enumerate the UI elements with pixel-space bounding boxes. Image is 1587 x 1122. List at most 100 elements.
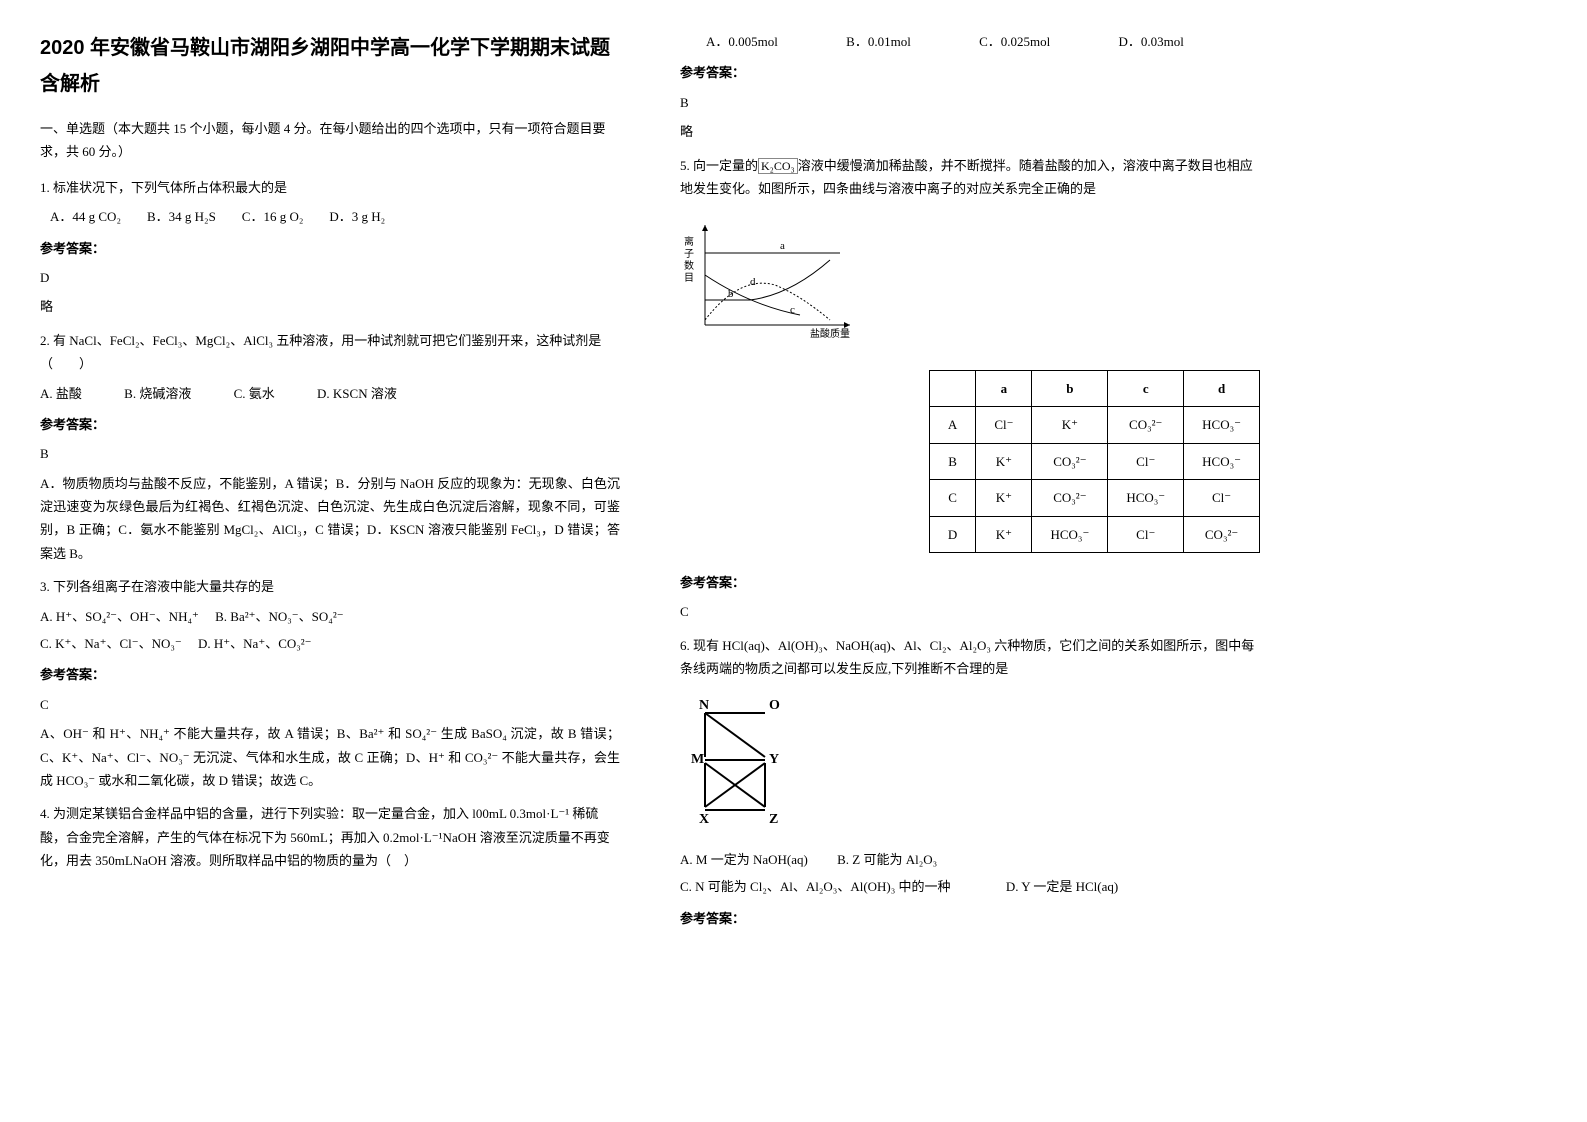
q5-formula: K₂CO₃ <box>758 158 798 174</box>
q5-figure-row: a b d c 离 子 数 目 盐酸质量 <box>680 207 1260 360</box>
svg-text:数: 数 <box>684 259 694 272</box>
q4-answer: B <box>680 91 1260 114</box>
right-column: A．0.005mol B．0.01mol C．0.025mol D．0.03mo… <box>680 20 1260 940</box>
q6-optC: C. N 可能为 Cl₂、Al、Al₂O₃、Al(OH)₃ 中的一种 <box>680 879 951 894</box>
svg-text:目: 目 <box>684 273 694 284</box>
cell: C <box>929 480 975 516</box>
cell: Cl⁻ <box>1108 516 1184 552</box>
q6-diagram: N O M Y X Z <box>680 690 1260 837</box>
q3-options-row2: C. K⁺、Na⁺、Cl⁻、NO₃⁻ D. H⁺、Na⁺、CO₃²⁻ <box>40 632 620 655</box>
q2-optC: C. 氨水 <box>234 386 275 401</box>
cell: CO₃²⁻ <box>1108 407 1184 443</box>
q2-optA: A. 盐酸 <box>40 386 82 401</box>
answer-label: 参考答案： <box>40 663 620 686</box>
q2-optB: B. 烧碱溶液 <box>124 386 191 401</box>
q4-optC: C．0.025mol <box>979 34 1050 49</box>
q1-answer: D <box>40 266 620 289</box>
section-header: 一、单选题（本大题共 15 个小题，每小题 4 分。在每小题给出的四个选项中，只… <box>40 117 620 164</box>
q3-options-row1: A. H⁺、SO₄²⁻、OH⁻、NH₄⁺ B. Ba²⁺、NO₃⁻、SO₄²⁻ <box>40 605 620 628</box>
question-4: 4. 为测定某镁铝合金样品中铝的含量，进行下列实验：取一定量合金，加入 l00m… <box>40 802 620 872</box>
node-Y: Y <box>769 752 779 767</box>
q5-graph: a b d c 离 子 数 目 盐酸质量 <box>680 215 860 352</box>
cell: K⁺ <box>976 516 1032 552</box>
table-header-row: a b c d <box>929 370 1259 406</box>
node-X: X <box>699 812 709 825</box>
node-N: N <box>699 698 709 713</box>
q2-stem: 2. 有 NaCl、FeCl₂、FeCl₃、MgCl₂、AlCl₃ 五种溶液，用… <box>40 329 620 376</box>
cell: K⁺ <box>976 480 1032 516</box>
question-2: 2. 有 NaCl、FeCl₂、FeCl₃、MgCl₂、AlCl₃ 五种溶液，用… <box>40 329 620 566</box>
answer-label: 参考答案： <box>680 571 1260 594</box>
th-a: a <box>976 370 1032 406</box>
cell: HCO₃⁻ <box>1184 407 1260 443</box>
cell: A <box>929 407 975 443</box>
left-column: 2020 年安徽省马鞍山市湖阳乡湖阳中学高一化学下学期期末试题含解析 一、单选题… <box>40 20 620 940</box>
cell: HCO₃⁻ <box>1108 480 1184 516</box>
q1-stem: 1. 标准状况下，下列气体所占体积最大的是 <box>40 176 620 199</box>
cell: Cl⁻ <box>1184 480 1260 516</box>
curve-graph-svg: a b d c 离 子 数 目 盐酸质量 <box>680 215 860 345</box>
q4-optD: D．0.03mol <box>1119 34 1184 49</box>
q5-table: a b c d A Cl⁻ K⁺ CO₃²⁻ HCO₃⁻ B K⁺ CO₃²⁻ … <box>929 370 1260 553</box>
cell: HCO₃⁻ <box>1032 516 1108 552</box>
th-blank <box>929 370 975 406</box>
q4-explain: 略 <box>680 120 1260 143</box>
q3-answer: C <box>40 693 620 716</box>
q6-options-row2: C. N 可能为 Cl₂、Al、Al₂O₃、Al(OH)₃ 中的一种 D. Y … <box>680 875 1260 898</box>
cell: HCO₃⁻ <box>1184 443 1260 479</box>
table-row: B K⁺ CO₃²⁻ Cl⁻ HCO₃⁻ <box>929 443 1259 479</box>
cell: K⁺ <box>1032 407 1108 443</box>
q2-options-line: A. 盐酸 B. 烧碱溶液 C. 氨水 D. KSCN 溶液 <box>40 382 620 405</box>
table-row: A Cl⁻ K⁺ CO₃²⁻ HCO₃⁻ <box>929 407 1259 443</box>
cell: Cl⁻ <box>1108 443 1184 479</box>
q6-optA: A. M 一定为 NaOH(aq) <box>680 852 808 867</box>
page-container: 2020 年安徽省马鞍山市湖阳乡湖阳中学高一化学下学期期末试题含解析 一、单选题… <box>40 20 1547 940</box>
q2-answer: B <box>40 442 620 465</box>
x-axis-label: 盐酸质量 <box>810 327 850 340</box>
curve-a-label: a <box>780 240 785 252</box>
network-diagram-svg: N O M Y X Z <box>685 695 805 825</box>
th-c: c <box>1108 370 1184 406</box>
q2-optD: D. KSCN 溶液 <box>317 386 397 401</box>
cell: Cl⁻ <box>976 407 1032 443</box>
node-O: O <box>769 698 780 713</box>
q3-stem: 3. 下列各组离子在溶液中能大量共存的是 <box>40 575 620 598</box>
curve-d-label: d <box>750 276 756 288</box>
question-1: 1. 标准状况下，下列气体所占体积最大的是 A．44 g CO₂ B．34 g … <box>40 176 620 319</box>
q3-optB: B. Ba²⁺、NO₃⁻、SO₄²⁻ <box>215 609 343 624</box>
question-3: 3. 下列各组离子在溶液中能大量共存的是 A. H⁺、SO₄²⁻、OH⁻、NH₄… <box>40 575 620 792</box>
question-5: 5. 向一定量的K₂CO₃溶液中缓慢滴加稀盐酸，并不断搅拌。随着盐酸的加入，溶液… <box>680 154 1260 624</box>
answer-label: 参考答案： <box>40 237 620 260</box>
q4-optB: B．0.01mol <box>846 34 911 49</box>
q3-optD: D. H⁺、Na⁺、CO₃²⁻ <box>198 636 312 651</box>
q5-stem: 5. 向一定量的K₂CO₃溶液中缓慢滴加稀盐酸，并不断搅拌。随着盐酸的加入，溶液… <box>680 154 1260 201</box>
cell: B <box>929 443 975 479</box>
th-d: d <box>1184 370 1260 406</box>
node-M: M <box>691 752 704 767</box>
q3-optC: C. K⁺、Na⁺、Cl⁻、NO₃⁻ <box>40 636 182 651</box>
answer-label: 参考答案： <box>680 907 1260 930</box>
y-axis-label: 离 <box>684 235 694 248</box>
th-b: b <box>1032 370 1108 406</box>
q4-optA: A．0.005mol <box>706 34 778 49</box>
q1-explain: 略 <box>40 295 620 318</box>
q2-explain: A．物质物质均与盐酸不反应，不能鉴别，A 错误；B．分别与 NaOH 反应的现象… <box>40 472 620 566</box>
q4-options: A．0.005mol B．0.01mol C．0.025mol D．0.03mo… <box>680 30 1260 53</box>
cell: CO₃²⁻ <box>1184 516 1260 552</box>
q6-optD: D. Y 一定是 HCl(aq) <box>1006 879 1118 894</box>
q6-stem: 6. 现有 HCl(aq)、Al(OH)₃、NaOH(aq)、Al、Cl₂、Al… <box>680 634 1260 681</box>
question-4-cont: A．0.005mol B．0.01mol C．0.025mol D．0.03mo… <box>680 30 1260 144</box>
cell: K⁺ <box>976 443 1032 479</box>
q3-explain: A、OH⁻ 和 H⁺、NH₄⁺ 不能大量共存，故 A 错误；B、Ba²⁺ 和 S… <box>40 722 620 792</box>
cell: D <box>929 516 975 552</box>
q6-optB: B. Z 可能为 Al₂O₃ <box>837 852 937 867</box>
question-6: 6. 现有 HCl(aq)、Al(OH)₃、NaOH(aq)、Al、Cl₂、Al… <box>680 634 1260 930</box>
cell: CO₃²⁻ <box>1032 480 1108 516</box>
table-row: D K⁺ HCO₃⁻ Cl⁻ CO₃²⁻ <box>929 516 1259 552</box>
q6-options-row1: A. M 一定为 NaOH(aq) B. Z 可能为 Al₂O₃ <box>680 848 1260 871</box>
answer-label: 参考答案： <box>40 413 620 436</box>
q1-options: A．44 g CO₂ B．34 g H₂S C．16 g O₂ D．3 g H₂ <box>40 205 620 228</box>
node-Z: Z <box>769 812 778 825</box>
table-row: C K⁺ CO₃²⁻ HCO₃⁻ Cl⁻ <box>929 480 1259 516</box>
q4-stem: 4. 为测定某镁铝合金样品中铝的含量，进行下列实验：取一定量合金，加入 l00m… <box>40 802 620 872</box>
